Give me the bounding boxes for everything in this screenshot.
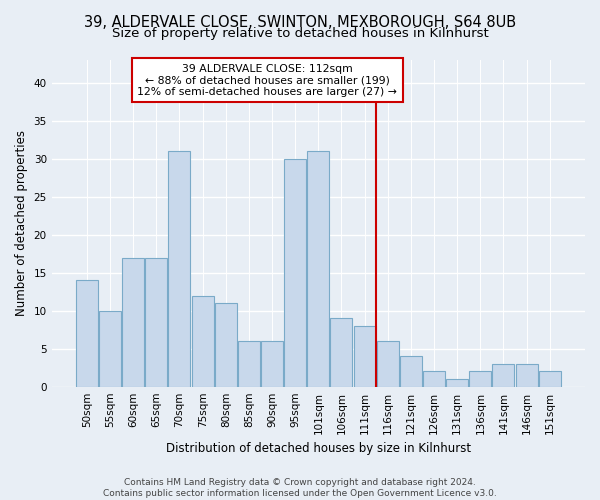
Bar <box>539 372 561 386</box>
Bar <box>331 318 352 386</box>
Bar <box>261 341 283 386</box>
Bar <box>353 326 376 386</box>
Bar <box>400 356 422 386</box>
Y-axis label: Number of detached properties: Number of detached properties <box>15 130 28 316</box>
Bar <box>284 159 306 386</box>
Bar <box>169 151 190 386</box>
Text: Size of property relative to detached houses in Kilnhurst: Size of property relative to detached ho… <box>112 28 488 40</box>
Bar <box>515 364 538 386</box>
Text: Contains HM Land Registry data © Crown copyright and database right 2024.
Contai: Contains HM Land Registry data © Crown c… <box>103 478 497 498</box>
Text: 39 ALDERVALE CLOSE: 112sqm
← 88% of detached houses are smaller (199)
12% of sem: 39 ALDERVALE CLOSE: 112sqm ← 88% of deta… <box>137 64 397 97</box>
Bar <box>122 258 144 386</box>
Bar <box>76 280 98 386</box>
X-axis label: Distribution of detached houses by size in Kilnhurst: Distribution of detached houses by size … <box>166 442 471 455</box>
Bar <box>446 379 468 386</box>
Bar <box>99 310 121 386</box>
Bar <box>377 341 399 386</box>
Bar <box>145 258 167 386</box>
Bar <box>493 364 514 386</box>
Text: 39, ALDERVALE CLOSE, SWINTON, MEXBOROUGH, S64 8UB: 39, ALDERVALE CLOSE, SWINTON, MEXBOROUGH… <box>84 15 516 30</box>
Bar <box>423 372 445 386</box>
Bar <box>469 372 491 386</box>
Bar <box>191 296 214 386</box>
Bar <box>238 341 260 386</box>
Bar <box>307 151 329 386</box>
Bar <box>215 303 237 386</box>
